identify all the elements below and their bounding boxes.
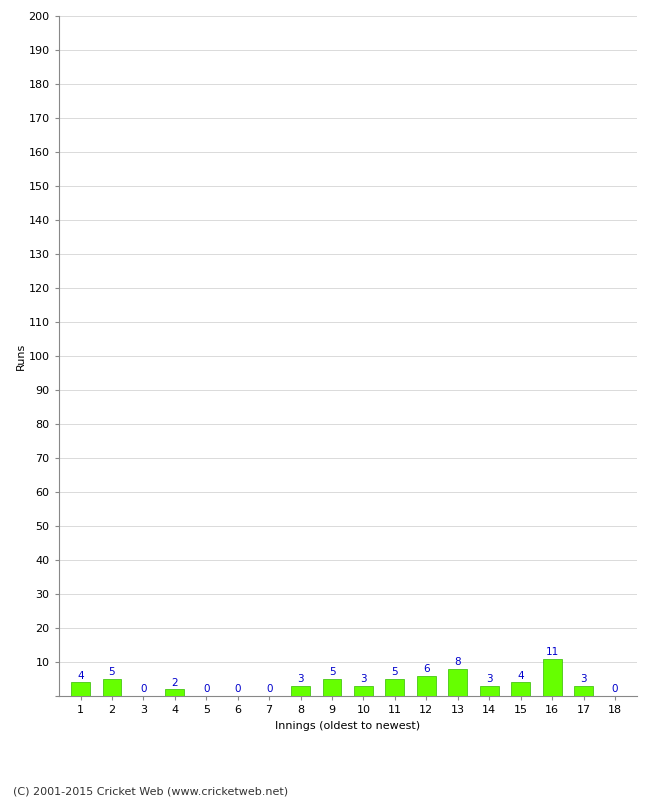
Bar [165,689,184,696]
Y-axis label: Runs: Runs [16,342,25,370]
Text: 0: 0 [203,684,209,694]
Bar [71,682,90,696]
Text: 4: 4 [517,670,524,681]
Text: 0: 0 [612,684,618,694]
Bar [417,675,436,696]
Text: 2: 2 [172,678,178,687]
Bar [512,682,530,696]
Text: (C) 2001-2015 Cricket Web (www.cricketweb.net): (C) 2001-2015 Cricket Web (www.cricketwe… [13,786,288,796]
Bar [385,679,404,696]
Text: 6: 6 [423,664,430,674]
Text: 0: 0 [235,684,241,694]
Text: 3: 3 [486,674,493,684]
Bar [448,669,467,696]
Text: 3: 3 [580,674,587,684]
Bar [574,686,593,696]
Text: 11: 11 [545,647,559,657]
Text: 3: 3 [360,674,367,684]
Text: 0: 0 [140,684,147,694]
Text: 5: 5 [329,667,335,678]
Bar [354,686,373,696]
Text: 5: 5 [109,667,115,678]
Bar [543,658,562,696]
X-axis label: Innings (oldest to newest): Innings (oldest to newest) [275,721,421,730]
Text: 5: 5 [391,667,398,678]
Text: 4: 4 [77,670,84,681]
Bar [322,679,341,696]
Text: 3: 3 [297,674,304,684]
Bar [291,686,310,696]
Text: 8: 8 [454,657,461,667]
Bar [103,679,122,696]
Bar [480,686,499,696]
Text: 0: 0 [266,684,272,694]
